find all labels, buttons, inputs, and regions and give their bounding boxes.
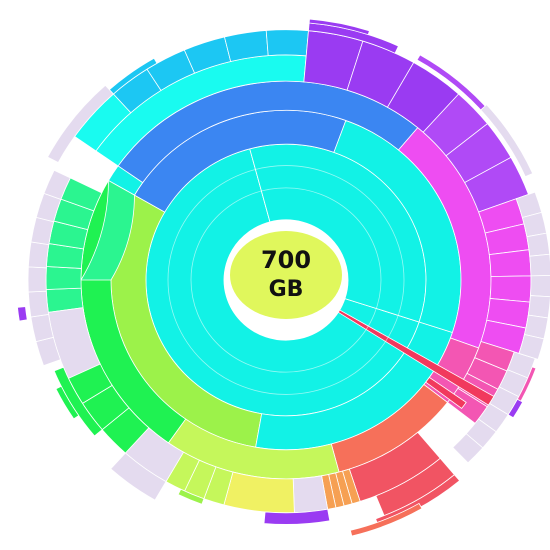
ring5-folder-pale-69[interactable] <box>526 232 550 257</box>
ring4-folder-spring-55[interactable] <box>45 266 82 290</box>
rim-lime-96[interactable] <box>177 488 205 505</box>
ring4-folder-magenta-30[interactable] <box>488 249 532 277</box>
selected-folder-needle-101[interactable] <box>425 376 467 409</box>
ring5-folder-pale-66[interactable] <box>452 433 484 464</box>
selected-folder-needle-100[interactable] <box>337 309 495 406</box>
rim-violet-99[interactable] <box>17 306 28 322</box>
ring5-folder-pale-79[interactable] <box>27 290 50 318</box>
rim-green-98[interactable] <box>55 385 80 420</box>
rim-coral-94[interactable] <box>349 502 423 537</box>
inner-ring-guide <box>190 187 382 373</box>
ring5-folder-pale-81[interactable] <box>27 241 50 269</box>
ring4-folder-pale-43[interactable] <box>292 475 329 514</box>
rim-magenta-90[interactable] <box>480 104 534 178</box>
rim-pale-88[interactable] <box>47 84 114 164</box>
rim-violet-95[interactable] <box>263 508 331 525</box>
ring5-folder-pale-84[interactable] <box>43 169 71 200</box>
ring4-folder-magenta-31[interactable] <box>489 275 532 303</box>
ring5-folder-pale-71[interactable] <box>530 275 550 298</box>
ring3-folder-spring-14[interactable] <box>80 179 135 281</box>
ring5-folder-pale-74[interactable] <box>518 333 545 360</box>
rim-sky-87[interactable] <box>108 57 158 95</box>
rim-violet-86[interactable] <box>308 18 370 36</box>
ring4-folder-sky-20[interactable] <box>265 29 309 57</box>
rim-violet-92[interactable] <box>507 398 524 419</box>
rim-red-93[interactable] <box>375 474 461 527</box>
ring5-folder-pale-70[interactable] <box>529 253 550 277</box>
ring5-folder-pale-72[interactable] <box>527 295 550 319</box>
ring5-folder-pale-80[interactable] <box>27 266 47 293</box>
ring3-folder-cyan-8[interactable] <box>107 165 144 196</box>
inner-ring-guide <box>167 165 405 395</box>
root-center-disk[interactable] <box>230 231 342 319</box>
ring5-folder-pale-76[interactable] <box>110 452 167 501</box>
